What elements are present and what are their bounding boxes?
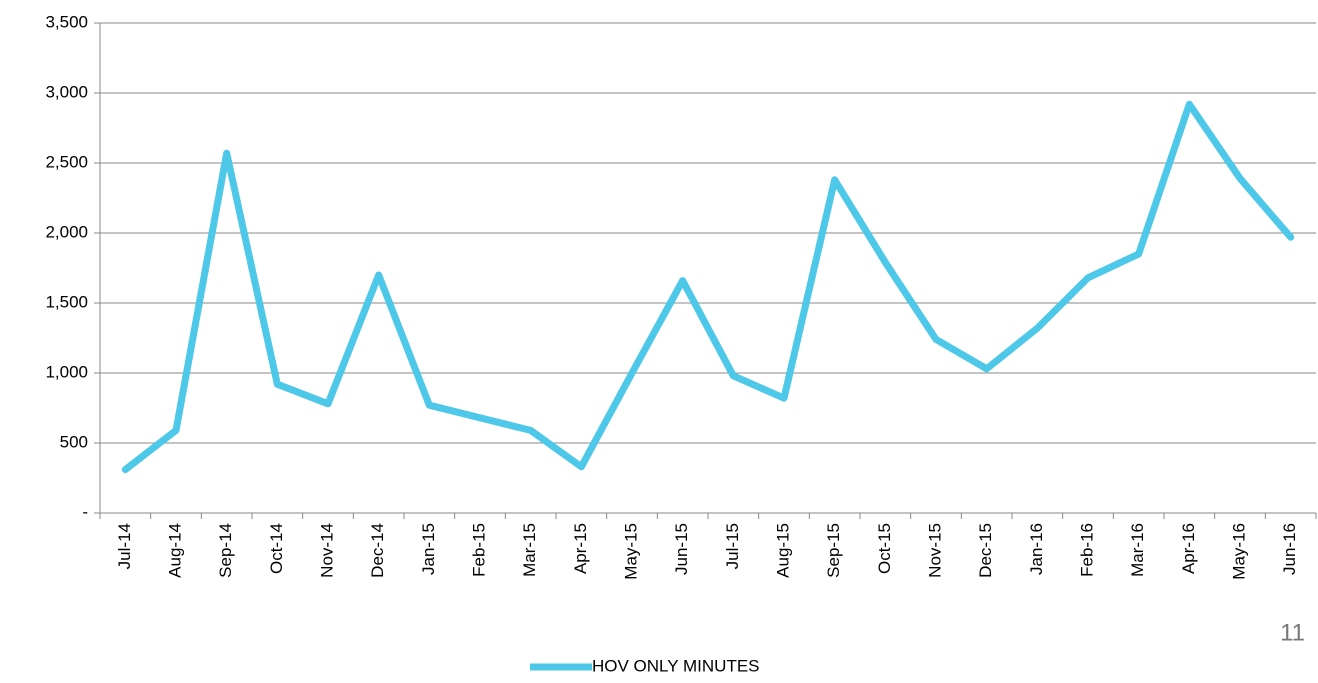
x-tick-label: Mar-15: [520, 523, 539, 577]
x-tick-label: May-16: [1229, 523, 1248, 580]
x-tick-label: Jan-16: [1027, 523, 1046, 575]
y-tick-label: 3,500: [45, 12, 88, 31]
x-tick-label: Aug-14: [165, 523, 184, 578]
x-tick-label: Jul-14: [115, 523, 134, 569]
y-tick-label: 2,500: [45, 152, 88, 171]
x-tick-label: Dec-14: [368, 523, 387, 578]
x-tick-label: Feb-15: [469, 523, 488, 577]
x-tick-label: Apr-15: [571, 523, 590, 574]
line-series: [121, 100, 1295, 474]
y-tick-label: 1,500: [45, 292, 88, 311]
x-tick-label: Oct-15: [875, 523, 894, 574]
x-tick-label: Mar-16: [1128, 523, 1147, 577]
x-tick-label: May-15: [621, 523, 640, 580]
x-tick-label: Dec-15: [976, 523, 995, 578]
legend-label: HOV ONLY MINUTES: [592, 656, 760, 675]
x-tick-label: Jan-15: [419, 523, 438, 575]
x-tick-label: Oct-14: [267, 523, 286, 574]
y-tick-label: 1,000: [45, 362, 88, 381]
x-tick-label: Sep-14: [216, 523, 235, 578]
x-tick-label: Apr-16: [1179, 523, 1198, 574]
y-tick-label: 2,000: [45, 222, 88, 241]
x-tick-label: Jun-16: [1280, 523, 1299, 575]
x-tick-label: Nov-15: [925, 523, 944, 578]
y-tick-label: 3,000: [45, 82, 88, 101]
y-tick-label: 500: [60, 432, 88, 451]
x-tick-label: Feb-16: [1077, 523, 1096, 577]
x-tick-label: Sep-15: [824, 523, 843, 578]
x-tick-label: Jul-15: [723, 523, 742, 569]
y-tick-label: -: [82, 502, 88, 521]
x-tick-label: Jun-15: [672, 523, 691, 575]
x-tick-label: Nov-14: [317, 523, 336, 578]
x-tick-label: Aug-15: [773, 523, 792, 578]
page-number: 11: [1280, 619, 1305, 646]
